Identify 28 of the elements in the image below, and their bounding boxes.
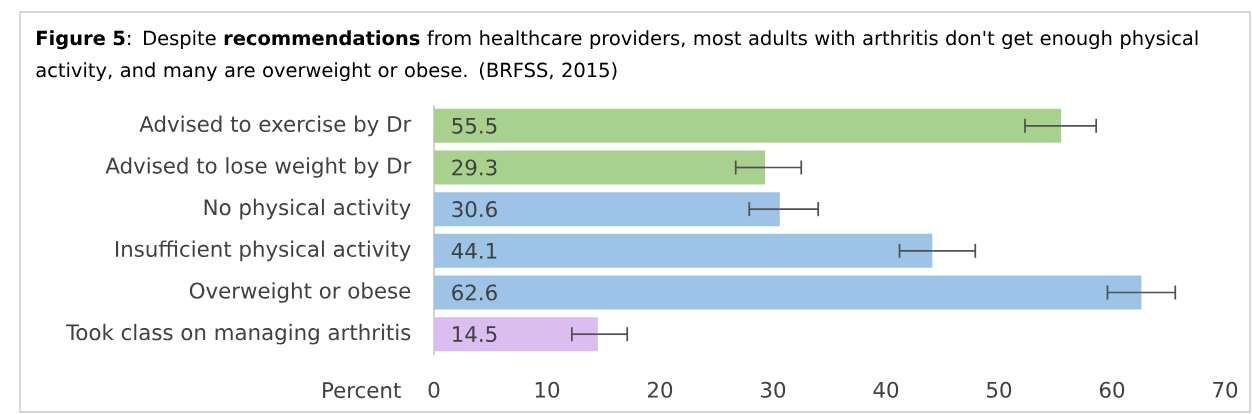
y-tick-label: Overweight or obese <box>189 282 411 303</box>
x-tick-label: 30 <box>761 381 786 398</box>
bar <box>434 150 766 185</box>
data-label: 14.5 <box>453 326 497 343</box>
x-tick-label: 0 <box>428 381 440 398</box>
bar <box>434 192 780 227</box>
data-label: 55.5 <box>452 117 497 134</box>
y-tick-label: Insufficient physical activity <box>115 240 411 262</box>
x-tick-label: 10 <box>535 381 560 398</box>
x-tick-label: 60 <box>1099 381 1125 398</box>
data-label: 62.6 <box>452 284 497 301</box>
x-tick-label: 50 <box>987 381 1012 398</box>
y-tick-label: Took class on managing arthritis <box>65 323 411 345</box>
data-label: 30.6 <box>452 201 497 218</box>
x-tick-label: 20 <box>648 381 673 398</box>
y-tick-label: Advised to exercise by Dr <box>139 115 412 137</box>
data-label: 44.1 <box>451 243 497 259</box>
x-tick-label: 70 <box>1213 381 1238 398</box>
y-tick-label: Advised to lose weight by Dr <box>105 157 412 178</box>
data-label: 29.3 <box>452 159 497 176</box>
y-tick-label: No physical activity <box>204 198 411 220</box>
bar <box>434 317 598 352</box>
bar <box>434 108 1062 143</box>
bar <box>434 275 1142 310</box>
bar <box>434 233 933 268</box>
x-axis-title: Percent <box>323 382 401 399</box>
chart-title: Figure 5: Despite recommendations from healthcare providers, most adults with arthritis don't get enough physical activity, and many are overweight or obese. (BRFSS, 2015) <box>36 30 1198 82</box>
x-tick-label: 40 <box>873 381 899 398</box>
